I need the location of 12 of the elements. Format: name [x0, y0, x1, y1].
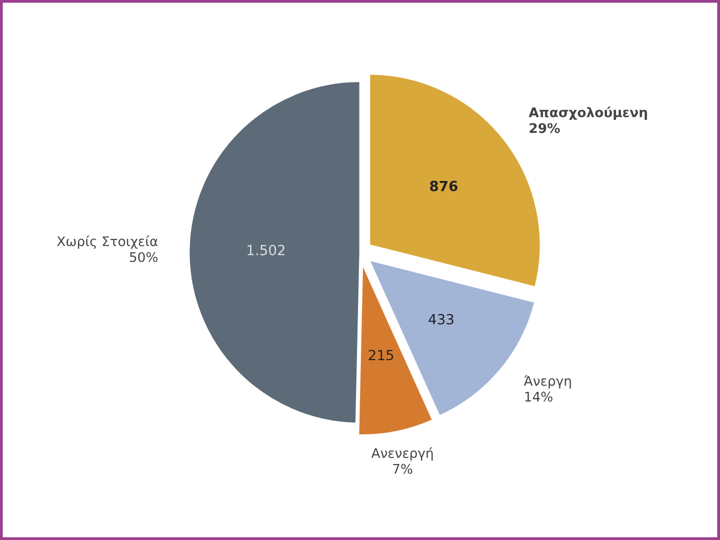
slice-label: Απασχολούμενη [528, 106, 647, 120]
text: 29% [530, 123, 560, 134]
slice-label: Ανενεργή [371, 447, 433, 461]
text: 14% [525, 392, 552, 402]
slice-label: Άνεργη [524, 375, 571, 388]
data-label: 1.502 [248, 244, 284, 256]
data-label: 876 [430, 180, 458, 192]
data-label: 215 [368, 350, 394, 360]
data-label: 433 [428, 314, 454, 324]
text: 50% [130, 252, 158, 262]
text: 7% [393, 464, 412, 474]
slice-label: Χωρίς Στοιχεία [57, 236, 158, 249]
